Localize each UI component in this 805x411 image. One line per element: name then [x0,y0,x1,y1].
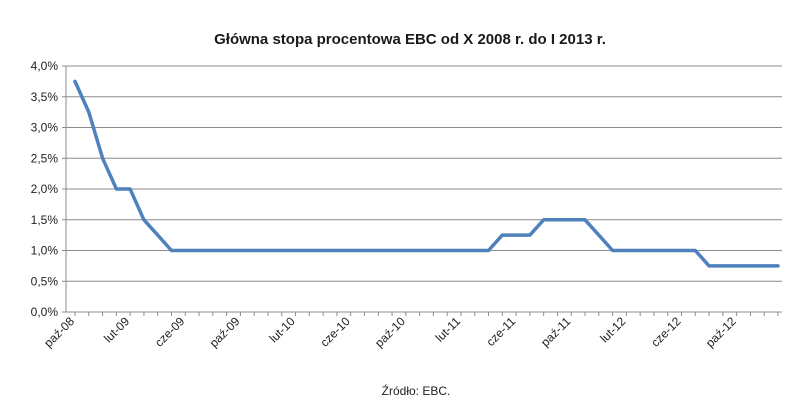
series-line [73,79,780,268]
x-tick-label: paź-09 [207,314,243,350]
x-tick-label: lut-12 [597,314,628,345]
y-tick-label: 3,0% [31,121,59,135]
x-tick-label: lut-09 [101,314,132,345]
y-tick-label: 0,0% [31,305,59,319]
y-tick-label: 3,5% [31,90,59,104]
series-layer [73,79,780,268]
y-tick-label: 1,0% [31,244,59,258]
x-axis-ticks: paź-08 lut-09 cze-09 paź-09 lut-10 cze-10 paź-… [41,312,779,350]
source-note: Źródło: EBC. [382,383,451,398]
x-tick-label: lut-11 [433,314,464,345]
y-tick-label: 4,0% [31,59,59,73]
x-tick-label: paź-10 [372,314,408,350]
y-tick-label: 1,5% [31,213,59,227]
chart-title: Główna stopa procentowa EBC od X 2008 r.… [214,31,606,48]
y-axis-ticks: 0,0% 0,5% 1,0% 1,5% 2,0% 2,5% 3,0% 3,5% 4,0% [31,59,66,319]
y-tick-label: 2,5% [31,151,59,165]
x-tick-label: paź-11 [538,314,573,349]
x-tick-label: paź-12 [703,314,739,350]
x-tick-label: lut-10 [267,314,298,345]
y-tick-label: 2,0% [31,182,59,196]
y-tick-label: 0,5% [31,274,59,288]
x-tick-label: paź-08 [41,314,77,350]
x-tick-label: cze-10 [317,314,353,350]
x-tick-label: cze-12 [648,314,684,350]
x-tick-label: cze-09 [152,314,188,350]
x-tick-label: cze-11 [483,314,518,349]
